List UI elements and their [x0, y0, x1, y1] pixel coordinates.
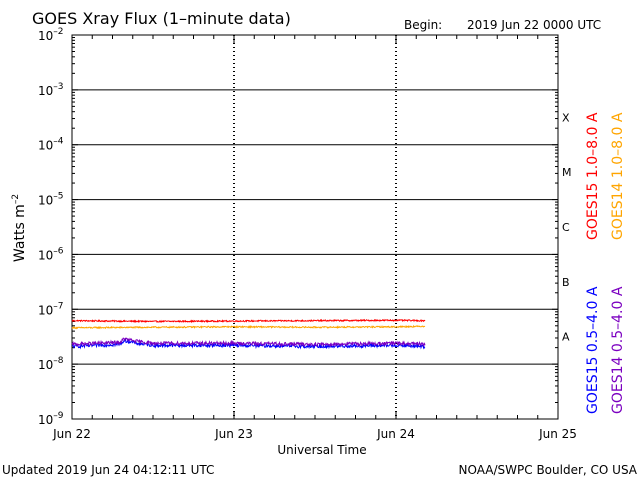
flare-class-label: C [562, 221, 570, 234]
legend-entry: GOES15 0.5–4.0 A [585, 286, 601, 414]
flare-class-label: A [562, 331, 570, 344]
y-axis-label-group: Watts m–2 [11, 194, 28, 262]
axis-ticks [72, 34, 558, 420]
legend: GOES15 1.0–8.0 A GOES14 1.0–8.0 A GOES15 0… [585, 112, 626, 414]
horizontal-gridlines [72, 89, 558, 365]
plot-frame [71, 34, 559, 420]
y-tick-label: 10–4 [38, 137, 64, 153]
legend-label: GOES14 0.5–4.0 A [610, 286, 626, 414]
y-tick-label: 10–2 [38, 27, 64, 43]
credit-text: NOAA/SWPC Boulder, CO USA [459, 463, 638, 477]
legend-label: GOES15 1.0–8.0 A [585, 112, 601, 240]
begin-value: 2019 Jun 22 0000 UTC [467, 18, 601, 32]
x-tick-label: Jun 24 [376, 427, 415, 441]
x-axis-label: Universal Time [277, 443, 366, 457]
updated-timestamp: Updated 2019 Jun 24 04:12:11 UTC [2, 463, 214, 477]
series-line [71, 324, 426, 330]
flare-class-label: M [562, 166, 572, 179]
series-layer [71, 318, 426, 350]
y-axis-label: Watts m–2 [11, 194, 28, 262]
x-tick-label: Jun 22 [52, 427, 91, 441]
x-tick-labels: Jun 22 Jun 23 Jun 24 Jun 25 [52, 427, 577, 441]
flare-class-labels: X M C B A [562, 111, 572, 343]
x-tick-label: Jun 23 [214, 427, 253, 441]
flare-class-label: B [562, 276, 570, 289]
legend-entry: GOES14 1.0–8.0 A [610, 112, 626, 240]
x-tick-label: Jun 25 [538, 427, 577, 441]
begin-label: Begin: [404, 18, 442, 32]
legend-label: GOES15 0.5–4.0 A [585, 286, 601, 414]
series-line [71, 318, 426, 324]
y-tick-label: 10–5 [38, 192, 64, 208]
series-line [71, 337, 426, 348]
vertical-gridlines [233, 35, 397, 419]
legend-entry: GOES15 1.0–8.0 A [585, 112, 601, 240]
y-tick-label: 10–3 [38, 82, 64, 98]
legend-label: GOES14 1.0–8.0 A [610, 112, 626, 240]
flare-class-label: X [562, 111, 570, 124]
chart-title: GOES Xray Flux (1–minute data) [32, 9, 291, 28]
y-tick-labels: 10–2 10–3 10–4 10–5 10–6 10–7 10–8 10–9 [38, 27, 64, 427]
y-tick-label: 10–6 [38, 246, 64, 262]
y-tick-label: 10–8 [38, 356, 64, 372]
y-tick-label: 10–9 [38, 411, 64, 427]
legend-entry: GOES14 0.5–4.0 A [610, 286, 626, 414]
y-tick-label: 10–7 [38, 301, 64, 317]
